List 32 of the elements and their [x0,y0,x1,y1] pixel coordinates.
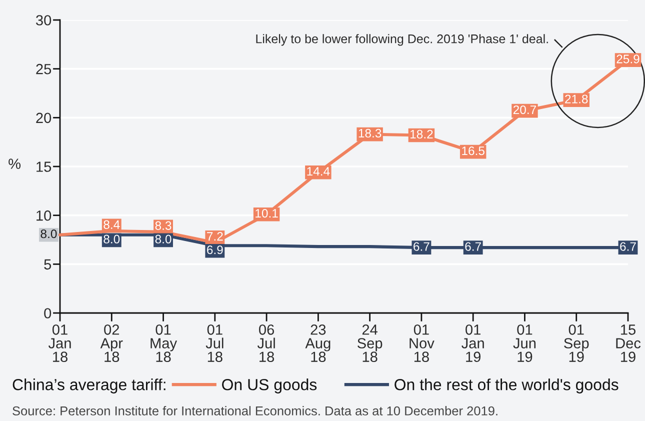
x-tick-label: 23 Aug 18 [305,324,330,362]
x-tick-label: 01 Jan 18 [48,324,71,362]
y-tick-label: 20 [36,112,52,124]
y-tick-label: 5 [44,259,52,270]
x-tick-label: 01 Jan 19 [462,324,484,362]
data-label: 8.4 [104,220,120,229]
x-tick-label: 01 May 18 [150,324,178,362]
annotation: Likely to be lower following Dec. 2019 'Phase 1' deal. [256,34,548,46]
y-tick-label: 25 [36,64,52,74]
data-label: 7.2 [207,232,223,241]
x-tick-label: 01 Jun 19 [513,324,536,362]
x-tick-label: 06 Jul 18 [257,324,275,362]
x-tick-label: 01 Sep 19 [564,324,589,362]
x-tick-label: 01 Nov 18 [410,324,434,362]
x-tick-label: 02 Apr 18 [100,324,123,362]
source-note: Source: Peterson Institute for International Economics. Data as at 10 December 2019. [12,406,498,416]
annotation: 8.0 [40,229,57,238]
data-label: 8.3 [155,221,172,230]
x-tick-label: 15 Dec 19 [616,324,641,362]
x-tick-label: 01 Jul 18 [206,324,224,362]
x-tick-label: 24 Sep 18 [358,324,382,362]
data-label: 8.0 [104,234,120,244]
data-label: 8.0 [155,234,172,244]
y-tick-label: 30 [36,15,52,26]
y-axis-title: % [8,158,21,169]
y-tick-label: 15 [36,162,52,172]
y-tick-label: 0 [44,308,52,318]
legend-title: China’s average tariff: [12,378,166,394]
data-label: 6.9 [207,246,223,254]
legend-label: On the rest of the world's goods [394,378,618,394]
y-tick-label: 10 [36,210,52,221]
legend-label: On US goods [222,378,317,394]
